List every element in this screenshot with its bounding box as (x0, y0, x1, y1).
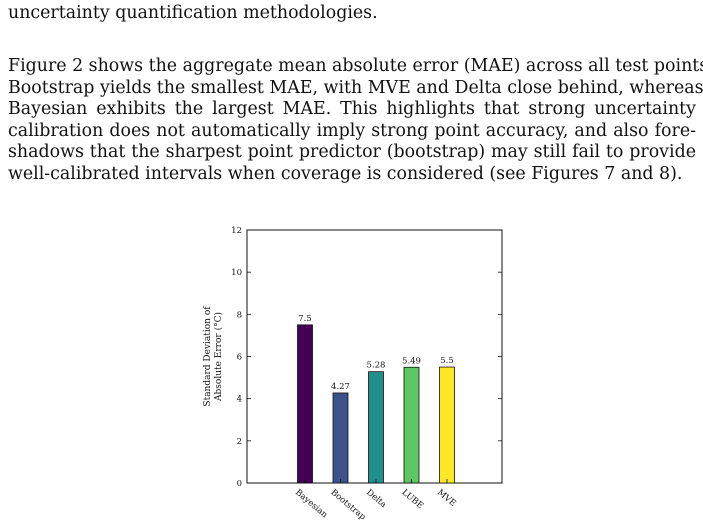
paragraph-line: Bayesian exhibits the largest MAE. This … (8, 99, 696, 120)
bar-bayesian (297, 324, 313, 484)
data-label: 5.49 (402, 356, 421, 366)
y-axis-label: Absolute Error (°C) (213, 312, 224, 402)
paragraph-2: Figure 2 shows the aggregate mean absolu… (8, 56, 703, 186)
bar-mve (439, 366, 455, 484)
data-label: 7.5 (298, 314, 312, 324)
data-label: 4.27 (331, 382, 350, 392)
x-tick-label: Delta (364, 488, 388, 510)
y-axis-label: Standard Deviation of (203, 306, 213, 407)
data-label: 5.5 (440, 356, 454, 366)
x-tick-label: Bootstrap (329, 488, 368, 523)
paragraph-1: uncertainty quantification methodologies… (8, 3, 696, 25)
paragraph-line: well-calibrated intervals when coverage … (8, 163, 683, 184)
x-tick-label: LUBE (400, 488, 425, 512)
bar-delta (368, 371, 384, 484)
bar-lube (403, 366, 420, 484)
data-label: 5.28 (367, 361, 386, 371)
paragraph-line: calibration does not automatically imply… (8, 120, 696, 141)
y-tick-label: 4 (237, 395, 242, 405)
paragraph-line: uncertainty quantification methodologies… (8, 3, 378, 23)
paragraph-line: Bootstrap yields the smallest MAE, with … (8, 77, 703, 98)
bar-bootstrap (332, 392, 349, 484)
y-tick-label: 0 (237, 479, 242, 489)
y-tick-label: 2 (237, 437, 242, 447)
mae-bar-chart: 0 2 4 6 8 10 12 Standard Deviation of Absolute E… (203, 226, 503, 523)
x-tick-label: Bayesian (293, 488, 330, 521)
y-tick-label: 12 (231, 226, 242, 236)
x-tick-label: MVE (435, 488, 458, 509)
y-tick-label: 8 (237, 310, 242, 320)
y-tick-label: 10 (231, 268, 242, 278)
paragraph-line: Figure 2 shows the aggregate mean absolu… (8, 56, 703, 76)
paragraph-line: shadows that the sharpest point predicto… (8, 142, 696, 163)
y-tick-label: 6 (237, 353, 242, 363)
